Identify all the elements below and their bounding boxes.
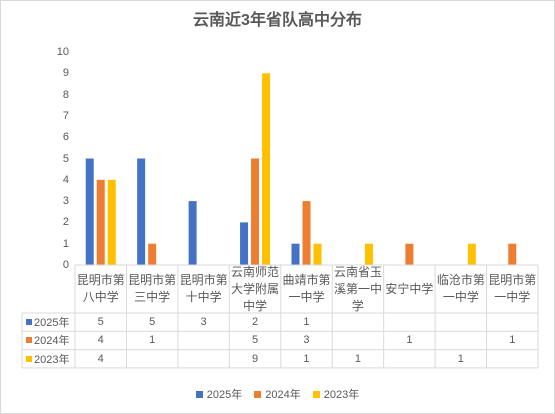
table-value-cell: 4 (97, 334, 104, 347)
table-value-cell: 5 (149, 316, 156, 328)
chart-title: 云南近3年省队高中分布 (193, 12, 362, 29)
table-value-cell: 1 (406, 334, 413, 347)
y-tick-label: 6 (62, 131, 69, 144)
legend-key-2025 (195, 390, 203, 398)
y-tick-label: 3 (62, 195, 69, 208)
table-value-cell: 1 (149, 334, 156, 347)
table-value-cell (126, 350, 177, 368)
table-series-label: 2023年 (34, 353, 70, 366)
category-cell: 昆明市第十中学 (178, 265, 229, 313)
bar-series-1-category-4 (302, 201, 311, 265)
category-cell: 云南省玉溪第一中学 (332, 265, 383, 313)
table-value-cell (178, 331, 229, 349)
y-tick-label: 1 (62, 237, 69, 250)
y-tick-label: 9 (62, 67, 69, 80)
table-value-cell: 1 (509, 334, 516, 347)
category-label: 昆明市第三中学 (128, 273, 177, 304)
bar-series-1-category-3 (251, 158, 260, 265)
table-value-cell: 3 (303, 334, 310, 347)
legend-item-2024: 2024年 (254, 386, 301, 402)
table-value-cell (332, 313, 383, 331)
bar-series-2-category-3 (262, 73, 271, 265)
table-value-cell (435, 331, 486, 349)
table-value-cell (435, 313, 486, 331)
y-tick-label: 10 (56, 46, 69, 58)
table-value-cell: 4 (97, 352, 104, 365)
y-tick-label: 4 (62, 173, 69, 186)
legend-key-2023 (312, 390, 320, 398)
bar-series-0-category-1 (137, 158, 146, 265)
legend: 2025年 2024年 2023年 (1, 386, 554, 402)
table-value-cell (178, 350, 229, 368)
category-cell: 曲靖市第一中学 (281, 265, 332, 313)
bar-series-0-category-4 (291, 243, 300, 265)
bar-series-2-category-4 (313, 243, 322, 265)
table-row-header: 2023年 (22, 350, 75, 368)
y-tick-label: 7 (62, 109, 69, 122)
table-value-cell: 1 (354, 352, 361, 365)
bar-series-2-category-0 (107, 179, 116, 265)
category-cell: 昆明市第一中学 (487, 265, 538, 313)
legend-label-2025: 2025年 (206, 389, 243, 401)
bar-series-0-category-2 (188, 201, 197, 265)
table-series-label: 2025年 (34, 317, 70, 330)
category-cell: 昆明市第三中学 (126, 265, 177, 313)
table-value-cell (332, 331, 383, 349)
category-label: 昆明市第十中学 (179, 273, 228, 304)
bar-series-0-category-0 (85, 158, 94, 265)
table-value-cell (384, 350, 435, 368)
table-value-cell: 1 (303, 316, 310, 328)
table-series-label: 2024年 (34, 335, 70, 348)
table-value-cell (487, 350, 538, 368)
table-value-cell: 1 (457, 352, 464, 365)
table-legend-key (26, 319, 32, 326)
category-cell: 临沧市第一中学 (435, 265, 486, 313)
legend-item-2025: 2025年 (195, 386, 243, 402)
bar-series-2-category-5 (364, 243, 373, 265)
category-cell: 昆明市第八中学 (75, 265, 126, 313)
category-label: 曲靖市第一中学 (282, 273, 331, 304)
category-label: 安宁中学 (385, 281, 434, 296)
table-value-cell: 9 (251, 352, 259, 365)
bar-series-0-category-3 (240, 222, 249, 265)
category-label: 云南师范大学附属中学 (231, 264, 280, 313)
table-legend-key (26, 337, 32, 344)
table-value-cell: 5 (251, 334, 259, 347)
category-label: 昆明市第八中学 (76, 273, 125, 304)
table-value-cell: 1 (303, 352, 310, 365)
bar-series-1-category-8 (508, 243, 517, 265)
table-value-cell: 3 (200, 316, 207, 328)
y-tick-label: 0 (62, 259, 69, 271)
bar-series-1-category-6 (405, 243, 414, 265)
table-value-cell (384, 313, 435, 331)
legend-label-2024: 2024年 (265, 389, 301, 401)
legend-item-2023: 2023年 (312, 386, 360, 402)
table-row-header: 2025年 (22, 313, 75, 331)
table-value-cell (487, 313, 538, 331)
table-legend-key (26, 355, 32, 362)
table-value-cell: 2 (251, 316, 259, 328)
category-label: 昆明市第一中学 (488, 273, 537, 304)
y-tick-label: 2 (62, 216, 69, 229)
table-row-header: 2024年 (22, 331, 75, 349)
bar-series-1-category-1 (148, 243, 157, 265)
category-label: 云南省玉溪第一中学 (333, 264, 382, 313)
bar-series-1-category-0 (96, 179, 105, 265)
category-cell: 云南师范大学附属中学 (229, 265, 280, 313)
y-tick-label: 5 (62, 152, 69, 165)
bar-series-2-category-7 (467, 243, 476, 265)
category-label: 临沧市第一中学 (436, 273, 485, 304)
y-tick-label: 8 (62, 88, 69, 101)
legend-key-2024 (254, 390, 262, 398)
table-value-cell: 5 (97, 316, 104, 328)
legend-label-2023: 2023年 (323, 389, 360, 401)
category-cell: 安宁中学 (384, 265, 435, 313)
